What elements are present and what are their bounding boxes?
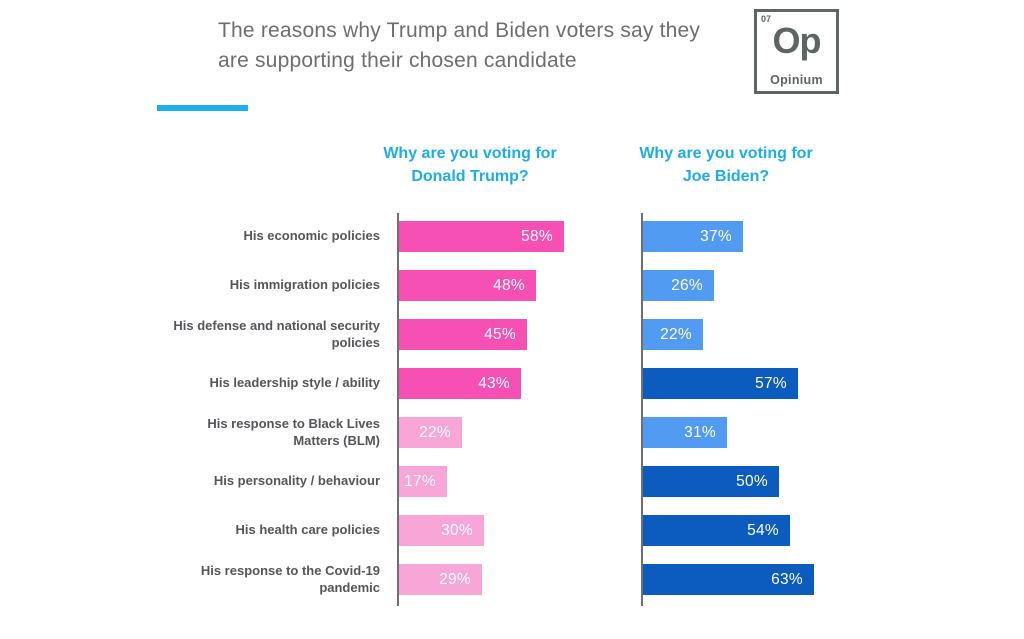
trump-bar: 30% [399,515,484,546]
bar-value-label: 50% [736,472,768,490]
biden-bar-cell: 54% [641,506,1024,555]
bar-value-label: 29% [439,570,471,588]
biden-bar-cell: 22% [641,310,1024,359]
chart-row: His health care policies 30% 54% [0,506,1024,555]
biden-bar-cell: 37% [641,212,1024,261]
bar-value-label: 63% [771,570,803,588]
opinium-logo: 07 Op Opinium [754,9,839,94]
bar-value-label: 22% [419,423,451,441]
trump-bar-cell: 17% [397,457,641,506]
bar-value-label: 30% [441,521,473,539]
biden-bar: 37% [643,221,743,252]
category-label: His personality / behaviour [213,473,380,489]
biden-bar: 63% [643,564,814,595]
category-label: His defense and national security polici… [173,318,380,350]
biden-header-line2: Joe Biden? [682,167,770,185]
chart-rows: His economic policies 58% 37% His immigrati… [0,212,1024,604]
bar-value-label: 43% [478,374,510,392]
bar-value-label: 22% [660,325,692,343]
category-label: His health care policies [235,522,380,538]
chart-row: His personality / behaviour 17% 50% [0,457,1024,506]
biden-bar: 57% [643,368,798,399]
trump-axis-line [397,213,399,606]
bar-value-label: 54% [747,521,779,539]
chart-row: His response to the Covid-19 pandemic 29%… [0,555,1024,604]
trump-bar-cell: 29% [397,555,641,604]
trump-bar-cell: 30% [397,506,641,555]
chart-row: His leadership style / ability 43% 57% [0,359,1024,408]
biden-bar: 22% [643,319,703,350]
bar-value-label: 45% [484,325,516,343]
bar-value-label: 58% [521,227,553,245]
biden-bar-cell: 26% [641,261,1024,310]
logo-element-number: 07 [761,14,772,24]
title-underline [157,105,248,111]
bar-value-label: 37% [700,227,732,245]
trump-bar: 45% [399,319,527,350]
category-label: His immigration policies [229,277,380,293]
page-title: The reasons why Trump and Biden voters s… [218,19,701,72]
trump-column-header: Why are you voting for Donald Trump? [325,143,615,188]
bar-value-label: 48% [493,276,525,294]
trump-bar: 43% [399,368,521,399]
biden-axis-line [641,213,643,606]
chart-row: His response to Black Lives Matters (BLM… [0,408,1024,457]
trump-bar-cell: 58% [397,212,641,261]
biden-bar-cell: 57% [641,359,1024,408]
biden-bar-cell: 31% [641,408,1024,457]
biden-bar: 26% [643,270,714,301]
trump-header-line1: Why are you voting for [383,145,557,162]
trump-bar-cell: 43% [397,359,641,408]
biden-column-header: Why are you voting for Joe Biden? [581,143,871,188]
trump-bar: 48% [399,270,536,301]
logo-symbol: Op [772,20,822,61]
bar-value-label: 17% [404,472,436,490]
biden-bar: 50% [643,466,779,497]
chart-row: His economic policies 58% 37% [0,212,1024,261]
category-label: His leadership style / ability [209,375,380,391]
trump-bar: 17% [399,466,447,497]
category-label: His response to Black Lives Matters (BLM… [207,416,380,448]
trump-header-line2: Donald Trump? [411,167,529,185]
chart-row: His defense and national security polici… [0,310,1024,359]
bar-value-label: 31% [684,423,716,441]
biden-bar: 31% [643,417,727,448]
logo-name: Opinium [770,73,823,87]
category-label: His economic policies [243,228,380,244]
trump-bar: 22% [399,417,462,448]
biden-bar: 54% [643,515,790,546]
trump-bar: 29% [399,564,482,595]
biden-bar-cell: 63% [641,555,1024,604]
biden-header-line1: Why are you voting for [639,145,813,162]
chart-row: His immigration policies 48% 26% [0,261,1024,310]
trump-bar-cell: 45% [397,310,641,359]
bar-value-label: 57% [755,374,787,392]
trump-bar-cell: 22% [397,408,641,457]
trump-bar-cell: 48% [397,261,641,310]
bar-value-label: 26% [671,276,703,294]
biden-bar-cell: 50% [641,457,1024,506]
category-label: His response to the Covid-19 pandemic [200,563,380,595]
trump-bar: 58% [399,221,564,252]
